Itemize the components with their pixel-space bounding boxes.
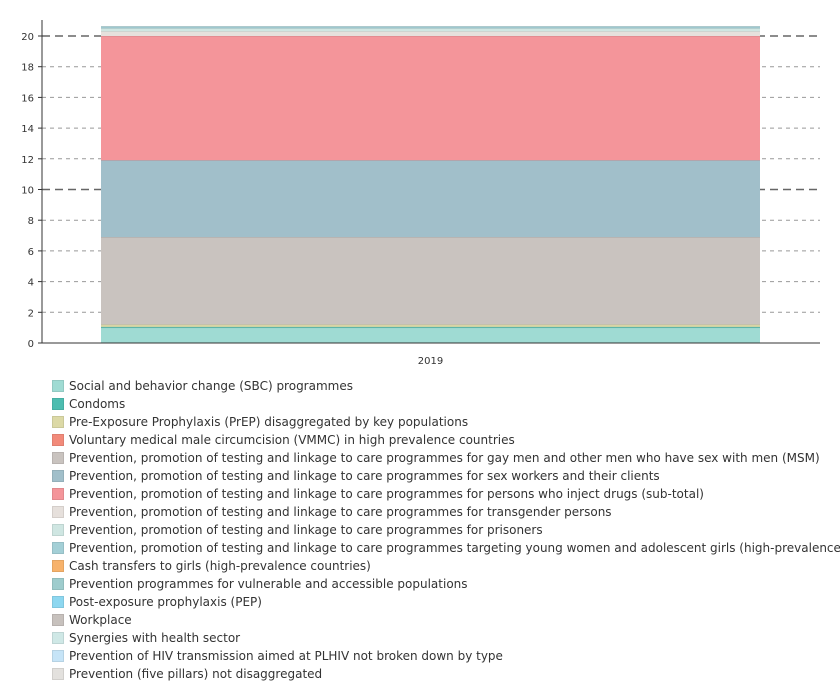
y-tick-label: 4 [28, 278, 34, 289]
area-series [101, 324, 760, 327]
area-series [101, 327, 760, 343]
legend-swatch [52, 488, 64, 500]
legend-label: Social and behavior change (SBC) program… [69, 379, 353, 393]
legend-item[interactable]: Prevention (five pillars) not disaggrega… [52, 665, 840, 683]
legend-swatch [52, 506, 64, 518]
legend-label: Post-exposure prophylaxis (PEP) [69, 595, 262, 609]
legend-label: Prevention, promotion of testing and lin… [69, 523, 543, 537]
legend-item[interactable]: Condoms [52, 395, 840, 413]
y-tick-label: 0 [28, 339, 34, 350]
legend-item[interactable]: Post-exposure prophylaxis (PEP) [52, 593, 840, 611]
legend-swatch [52, 416, 64, 428]
chart-legend: Social and behavior change (SBC) program… [52, 377, 840, 683]
legend-swatch [52, 596, 64, 608]
area-series [101, 31, 760, 36]
y-tick-label: 10 [21, 186, 34, 197]
legend-item[interactable]: Voluntary medical male circumcision (VMM… [52, 431, 840, 449]
legend-label: Prevention, promotion of testing and lin… [69, 487, 704, 501]
legend-label: Prevention, promotion of testing and lin… [69, 505, 612, 519]
legend-label: Prevention, promotion of testing and lin… [69, 451, 820, 465]
legend-swatch [52, 650, 64, 662]
legend-item[interactable]: Prevention, promotion of testing and lin… [52, 521, 840, 539]
stacked-area-chart: 0 2 4 6 8 10 12 14 16 18 20 2019 [21, 20, 820, 367]
axes: 0 2 4 6 8 10 12 14 16 18 20 2019 [21, 20, 820, 367]
legend-swatch [52, 434, 64, 446]
legend-label: Prevention of HIV transmission aimed at … [69, 649, 503, 663]
legend-swatch [52, 470, 64, 482]
legend-swatch [52, 668, 64, 680]
legend-label: Voluntary medical male circumcision (VMM… [69, 433, 515, 447]
legend-label: Synergies with health sector [69, 631, 241, 645]
legend-swatch [52, 542, 64, 554]
legend-label: Prevention, promotion of testing and lin… [69, 541, 840, 555]
legend-swatch [52, 524, 64, 536]
y-tick-label: 8 [28, 216, 34, 227]
y-tick-label: 12 [21, 155, 34, 166]
y-tick-label: 18 [21, 63, 34, 74]
legend-swatch [52, 380, 64, 392]
y-tick-label: 20 [21, 32, 34, 43]
legend-swatch [52, 614, 64, 626]
series-areas [101, 26, 760, 343]
area-series [101, 28, 760, 32]
legend-item[interactable]: Prevention, promotion of testing and lin… [52, 449, 840, 467]
legend-item[interactable]: Prevention programmes for vulnerable and… [52, 575, 840, 593]
legend-item[interactable]: Cash transfers to girls (high-prevalence… [52, 557, 840, 575]
legend-label: Prevention (five pillars) not disaggrega… [69, 667, 323, 681]
area-series [101, 237, 760, 325]
legend-item[interactable]: Social and behavior change (SBC) program… [52, 377, 840, 395]
area-series [101, 26, 760, 29]
area-series [101, 36, 760, 161]
legend-swatch [52, 398, 64, 410]
legend-item[interactable]: Pre-Exposure Prophylaxis (PrEP) disaggre… [52, 413, 840, 431]
legend-item[interactable]: Prevention of HIV transmission aimed at … [52, 647, 840, 665]
legend-item[interactable]: Prevention, promotion of testing and lin… [52, 503, 840, 521]
legend-swatch [52, 452, 64, 464]
area-series [101, 160, 760, 238]
legend-label: Prevention programmes for vulnerable and… [69, 577, 468, 591]
legend-item[interactable]: Synergies with health sector [52, 629, 840, 647]
y-tick-label: 2 [28, 308, 34, 319]
legend-swatch [52, 560, 64, 572]
legend-swatch [52, 632, 64, 644]
y-tick-label: 16 [21, 93, 34, 104]
legend-label: Pre-Exposure Prophylaxis (PrEP) disaggre… [69, 415, 469, 429]
legend-item[interactable]: Prevention, promotion of testing and lin… [52, 539, 840, 557]
y-tick-label: 14 [21, 124, 34, 135]
legend-swatch [52, 578, 64, 590]
legend-item[interactable]: Prevention, promotion of testing and lin… [52, 467, 840, 485]
legend-label: Condoms [69, 397, 126, 411]
legend-label: Prevention, promotion of testing and lin… [69, 469, 660, 483]
legend-label: Cash transfers to girls (high-prevalence… [69, 559, 371, 573]
legend-item[interactable]: Prevention, promotion of testing and lin… [52, 485, 840, 503]
legend-label: Workplace [69, 613, 132, 627]
legend-item[interactable]: Workplace [52, 611, 840, 629]
x-tick-label: 2019 [418, 356, 443, 367]
y-tick-label: 6 [28, 247, 34, 258]
